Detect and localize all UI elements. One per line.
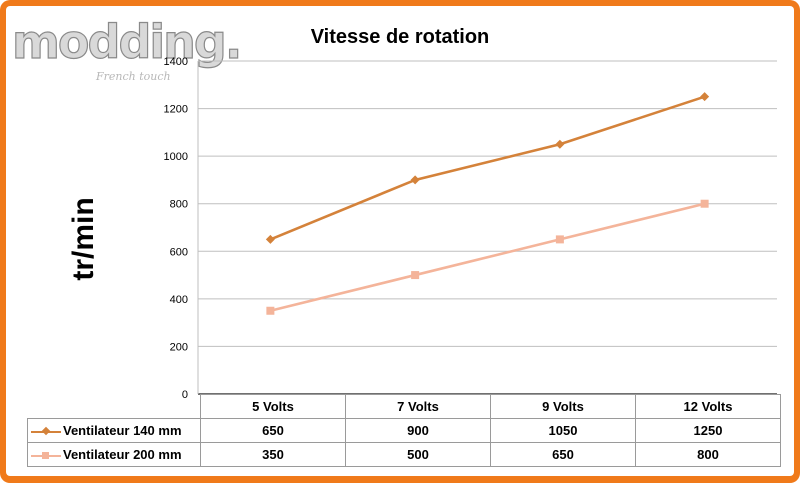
category-header: 7 Volts [345, 394, 491, 419]
category-header: 9 Volts [490, 394, 636, 419]
data-cell: 1050 [490, 418, 636, 443]
legend-entry: Ventilateur 200 mm [27, 442, 201, 467]
table-row: Ventilateur 140 mm 650 900 1050 1250 [27, 418, 781, 443]
table-corner [27, 394, 201, 419]
data-cell: 1250 [635, 418, 781, 443]
legend-key-square [31, 450, 61, 462]
data-cell: 500 [345, 442, 491, 467]
series-name: Ventilateur 200 mm [63, 447, 182, 462]
y-tick-label: 600 [170, 246, 188, 258]
y-tick-label: 400 [170, 294, 188, 306]
data-cell: 650 [200, 418, 346, 443]
legend-key-diamond [31, 426, 61, 438]
legend-entry: Ventilateur 140 mm [27, 418, 201, 443]
data-point [555, 139, 565, 149]
data-point [411, 271, 420, 280]
series-line [270, 202, 705, 313]
chart-title: Vitesse de rotation [310, 26, 490, 48]
data-table: 5 Volts 7 Volts 9 Volts 12 Volts Ventila… [27, 394, 781, 467]
series-line [269, 95, 706, 241]
data-cell: 350 [200, 442, 346, 467]
data-cell: 650 [490, 442, 636, 467]
table-row: Ventilateur 200 mm 350 500 650 800 [27, 442, 781, 467]
data-cell: 800 [635, 442, 781, 467]
data-cell: 900 [345, 418, 491, 443]
series-name: Ventilateur 140 mm [63, 423, 182, 438]
svg-text:modding.fr: modding.fr [12, 15, 240, 69]
category-header: 5 Volts [200, 394, 346, 419]
modding-logo: modding.fr French touch [11, 14, 240, 83]
y-tick-label: 1400 [164, 56, 188, 68]
y-tick-label: 800 [170, 199, 188, 211]
svg-text:French touch: French touch [95, 70, 171, 83]
data-point [555, 235, 564, 244]
y-tick-label: 1000 [164, 151, 188, 163]
data-point [700, 199, 709, 208]
data-point [700, 92, 710, 102]
table-header-row: 5 Volts 7 Volts 9 Volts 12 Volts [27, 394, 781, 419]
y-tick-label: 1200 [164, 104, 188, 116]
chart-area: modding.fr French touch Vitesse de rotat… [6, 6, 794, 476]
data-point [265, 234, 275, 244]
category-header: 12 Volts [635, 394, 781, 419]
data-point [266, 306, 275, 315]
data-point [410, 175, 420, 185]
y-tick-label: 200 [170, 341, 188, 353]
